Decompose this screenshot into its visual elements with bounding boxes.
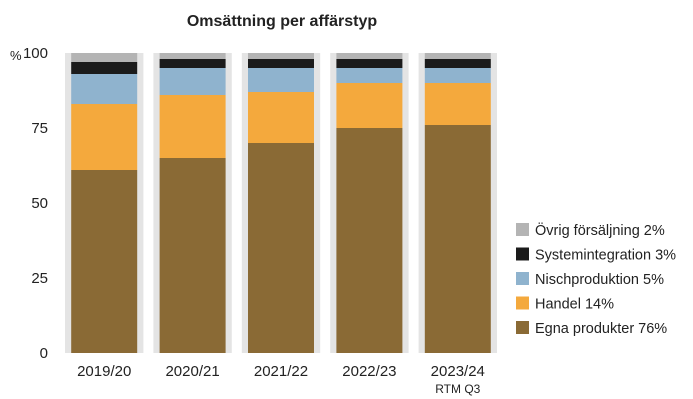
y-tick-label: 50: [31, 195, 48, 212]
bar-segment: [424, 53, 491, 59]
bar-segment: [248, 143, 314, 353]
y-tick-label: 100: [23, 45, 48, 62]
x-tick-label: 2022/23: [342, 363, 396, 380]
x-tick-sublabel: RTM Q3: [435, 382, 480, 396]
bar-segment: [71, 62, 138, 74]
bar-segment: [336, 83, 403, 128]
bar-segment: [159, 59, 226, 68]
x-axis-labels: 2019/20 2020/21 2021/22 2022/23 2023/24 RTM Q…: [77, 363, 485, 396]
bar-segment: [424, 59, 491, 68]
bar-segment: [159, 68, 226, 95]
legend-label: Handel 14%: [535, 297, 614, 313]
bar-segment: [336, 128, 403, 353]
bar-segment: [71, 74, 138, 104]
x-tick-label: 2020/21: [165, 363, 219, 380]
bar-segment: [159, 158, 226, 353]
legend-label: Systemintegration 3%: [535, 248, 676, 264]
bar-segment: [248, 53, 314, 59]
legend-swatch: [516, 247, 529, 261]
chart-title: Omsättning per affärstyp: [187, 13, 377, 30]
bar-segment: [424, 68, 491, 83]
y-tick-label: 25: [31, 270, 48, 287]
legend-swatch: [516, 296, 529, 310]
bar-segment: [159, 95, 226, 158]
bar-segment: [71, 104, 138, 170]
bars: [71, 53, 491, 353]
legend-label: Övrig försäljning 2%: [535, 221, 665, 239]
bar-segment: [248, 68, 314, 92]
legend: Övrig försäljning 2% Systemintegration 3%…: [516, 221, 676, 337]
bar-segment: [336, 68, 403, 83]
bar-segment: [248, 92, 314, 143]
y-axis-unit: %: [10, 48, 22, 63]
bar-segment: [159, 53, 226, 59]
legend-label: Nischproduktion 5%: [535, 272, 664, 288]
legend-swatch: [516, 272, 529, 285]
bar-segment: [336, 59, 403, 68]
legend-label: Egna produkter 76%: [535, 321, 667, 337]
x-tick-label: 2019/20: [77, 363, 131, 380]
y-tick-label: 75: [31, 120, 48, 137]
x-tick-label: 2023/24: [431, 363, 485, 380]
bar-segment: [248, 59, 314, 68]
x-tick-label: 2021/22: [254, 363, 308, 380]
bar-segment: [424, 83, 491, 125]
bar-segment: [424, 125, 491, 353]
y-axis-ticks: 0 25 50 75 100: [23, 45, 48, 362]
legend-swatch: [516, 223, 529, 236]
bar-segment: [71, 53, 138, 62]
y-tick-label: 0: [40, 345, 48, 362]
legend-swatch: [516, 321, 529, 334]
bar-segment: [336, 53, 403, 59]
bar-segment: [71, 170, 138, 353]
